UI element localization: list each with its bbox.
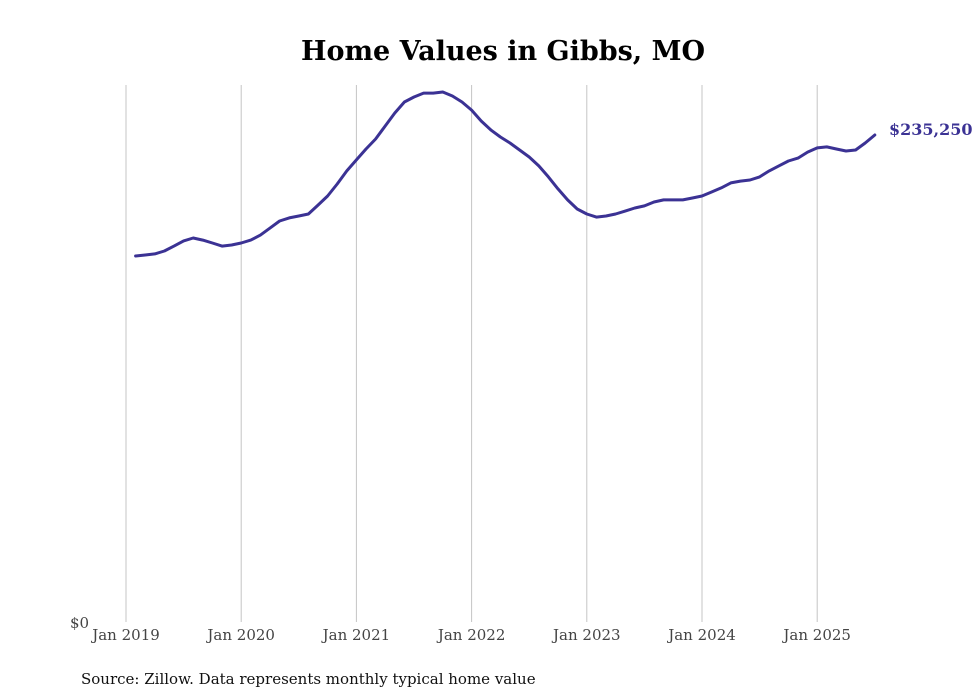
chart-title: Home Values in Gibbs, MO — [301, 36, 705, 67]
y-tick-label-zero: $0 — [70, 614, 89, 632]
x-axis-ticks: Jan 2019 Jan 2020 Jan 2021 Jan 2022 Jan 2023… — [90, 626, 851, 644]
x-tick-label: Jan 2024 — [666, 626, 736, 644]
gridlines — [125, 85, 818, 622]
x-tick-label: Jan 2023 — [551, 626, 621, 644]
x-tick-label: Jan 2020 — [205, 626, 275, 644]
series-line — [134, 90, 877, 258]
source-note: Source: Zillow. Data represents monthly … — [81, 670, 536, 688]
x-tick-label: Jan 2025 — [781, 626, 851, 644]
x-tick-label: Jan 2021 — [321, 626, 391, 644]
x-tick-label: Jan 2019 — [90, 626, 160, 644]
end-value-label: $235,250 — [889, 120, 973, 139]
x-tick-label: Jan 2022 — [436, 626, 506, 644]
